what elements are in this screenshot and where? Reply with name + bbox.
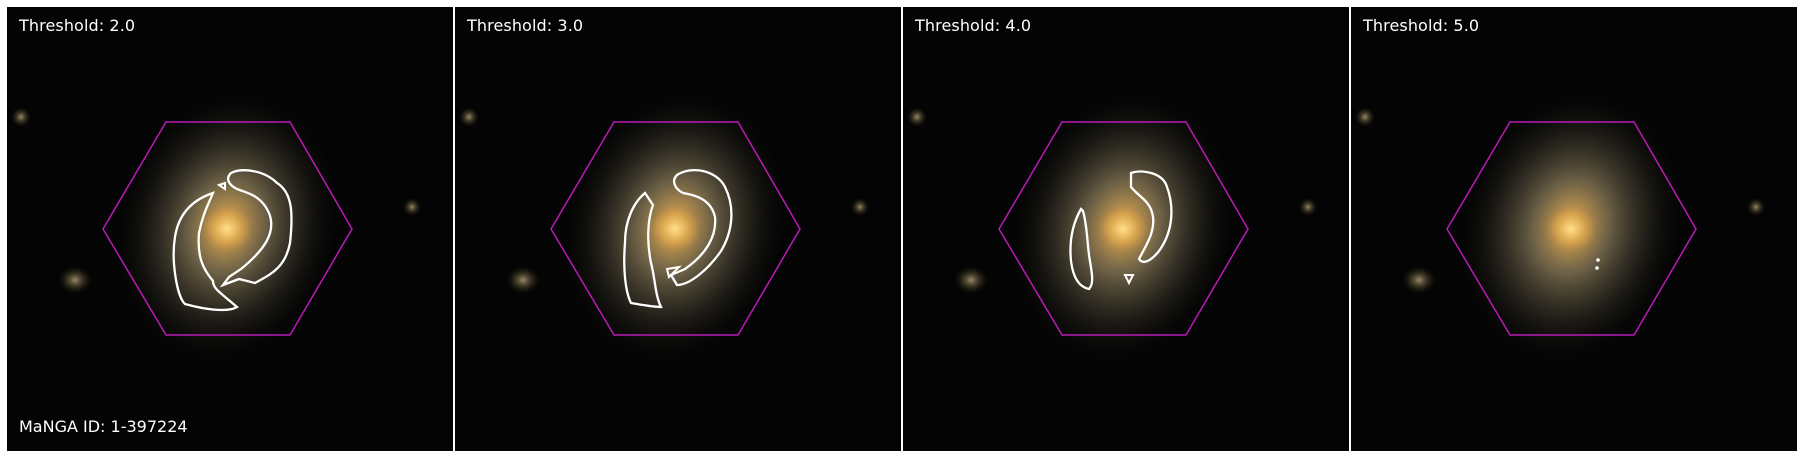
background-star	[1299, 198, 1317, 216]
contour-line	[1123, 274, 1135, 286]
galaxy-core	[649, 205, 701, 253]
contour-line	[172, 191, 239, 312]
threshold-label: Threshold: 5.0	[1363, 16, 1480, 35]
background-star	[459, 107, 479, 127]
galaxy-core	[1545, 205, 1597, 253]
ifu-hexagon	[102, 121, 353, 336]
panel-threshold-4: Threshold: 4.0	[903, 7, 1349, 451]
threshold-label: Threshold: 4.0	[915, 16, 1032, 35]
panel-threshold-5: Threshold: 5.0	[1351, 7, 1797, 451]
galaxy-image-panel-1	[11, 88, 421, 366]
ifu-hexagon	[998, 121, 1249, 336]
background-star	[954, 266, 988, 294]
contour-dot	[1596, 258, 1600, 262]
panel-threshold-3: Threshold: 3.0	[455, 7, 901, 451]
galaxy-core	[1097, 205, 1149, 253]
background-star	[403, 198, 421, 216]
galaxy-core	[201, 205, 253, 253]
background-star	[1402, 266, 1436, 294]
threshold-label: Threshold: 2.0	[19, 16, 136, 35]
contour-line	[1069, 207, 1094, 291]
background-star	[11, 107, 31, 127]
background-star	[58, 266, 92, 294]
galaxy-image-panel-2	[459, 88, 869, 366]
contour-line	[665, 265, 682, 279]
background-star	[907, 107, 927, 127]
galaxy-image-panel-4	[1355, 88, 1765, 366]
galaxy-id-label: MaNGA ID: 1-397224	[19, 417, 188, 436]
ifu-hexagon	[550, 121, 801, 336]
background-star	[1355, 107, 1375, 127]
background-star	[851, 198, 869, 216]
ifu-hexagon	[1446, 121, 1697, 336]
contour-line	[216, 181, 226, 191]
contour-line	[219, 169, 293, 288]
contour-line	[1129, 170, 1173, 263]
panel-threshold-2: Threshold: 2.0 MaNGA ID: 1-397224	[7, 7, 453, 451]
background-star	[1747, 198, 1765, 216]
background-star	[506, 266, 540, 294]
contour-dot	[1595, 266, 1599, 270]
galaxy-image-panel-3	[907, 88, 1317, 366]
threshold-label: Threshold: 3.0	[467, 16, 584, 35]
contour-line	[623, 191, 663, 309]
